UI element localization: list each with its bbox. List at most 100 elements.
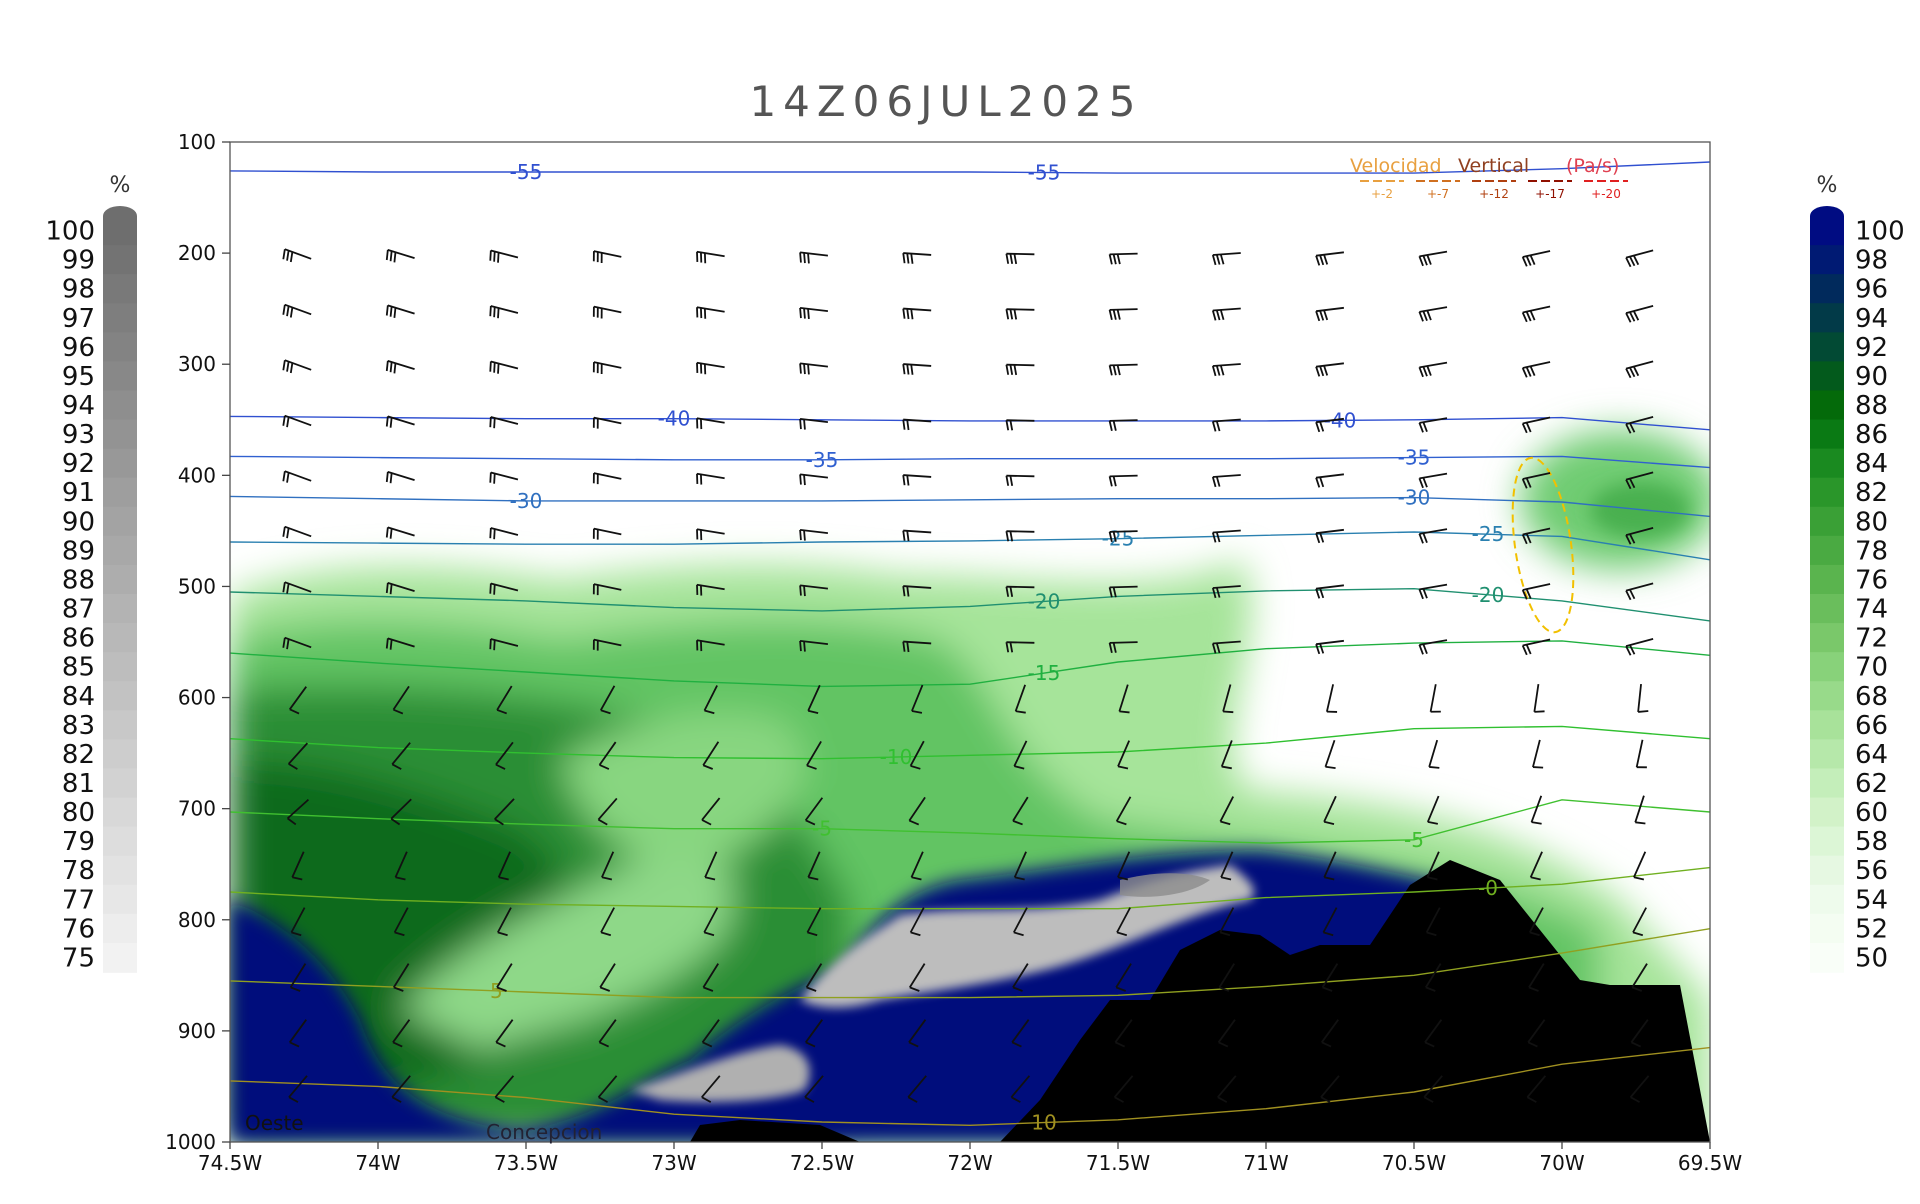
colorbar-label: 70	[1855, 653, 1888, 683]
wind-barb-feather	[1427, 876, 1438, 881]
wind-barb	[703, 907, 719, 937]
wind-barb-feather	[1211, 587, 1217, 599]
wind-barb-feather	[1630, 1096, 1640, 1103]
wind-barb-feather	[600, 308, 603, 319]
wind-barb-feather	[282, 304, 286, 315]
wind-barb-feather	[1215, 254, 1221, 265]
colorbar-swatch	[1810, 332, 1844, 363]
isotherm-label: -55	[1028, 161, 1061, 185]
wind-barb-staff	[703, 907, 719, 933]
wind-barb-feather	[1215, 531, 1221, 543]
wind-barb-feather	[389, 306, 393, 317]
wind-barb-feather	[1529, 931, 1540, 937]
wind-barb-feather	[1014, 765, 1025, 770]
colorbar-label: 98	[62, 275, 95, 305]
wind-barb-feather	[700, 474, 703, 485]
wind-barb-feather	[1530, 876, 1541, 881]
wind-barb	[908, 1019, 927, 1048]
colorbar-label: 77	[62, 885, 95, 915]
wind-barb-staff	[704, 851, 718, 878]
wind-barb	[385, 637, 415, 650]
wind-barb	[909, 963, 926, 992]
wind-barb-staff	[805, 1019, 823, 1043]
colorbar-swatch	[103, 681, 137, 712]
wind-barb-feather	[1426, 310, 1432, 321]
wind-barb-staff	[288, 1075, 308, 1098]
wind-barb	[1218, 963, 1235, 992]
wind-barb	[806, 907, 822, 937]
legend-title-2: Vertical	[1458, 155, 1529, 177]
wind-barb	[489, 471, 519, 484]
wind-barb-feather	[804, 1096, 815, 1103]
wind-barb-feather	[1632, 366, 1640, 377]
wind-barb-staff	[393, 907, 409, 933]
wind-barb-feather	[1009, 309, 1014, 320]
colorbar-swatch	[1810, 681, 1844, 712]
wind-barb-feather	[1418, 367, 1424, 378]
wind-barb	[805, 963, 823, 992]
colorbar-label: 58	[1855, 827, 1888, 857]
wind-barb-staff	[496, 963, 513, 988]
colorbar-swatch	[103, 884, 137, 915]
colorbar-label: 79	[62, 827, 95, 857]
wind-barb-feather	[1426, 365, 1432, 376]
wind-barb	[599, 963, 616, 992]
wind-barb-staff	[1220, 740, 1233, 767]
wind-barb	[1115, 963, 1132, 992]
wind-barb-feather	[1424, 1041, 1435, 1048]
y-tick-label: 600	[178, 686, 216, 710]
wind-barb-feather	[497, 363, 500, 374]
wind-barb	[1315, 528, 1345, 544]
wind-barb-feather	[805, 1041, 816, 1048]
wind-barb-feather	[596, 640, 599, 651]
cloud-blob-small	[630, 1045, 810, 1102]
wind-barb-feather	[598, 1096, 608, 1103]
colorbar-label: 92	[1855, 333, 1888, 363]
isotherm-label: -55	[510, 160, 543, 184]
wind-barb-feather	[600, 363, 603, 374]
wind-barb-feather	[592, 251, 595, 262]
wind-barb-feather	[282, 471, 286, 482]
wind-barb-staff	[598, 741, 617, 766]
wind-barb	[1211, 363, 1241, 377]
wind-barb-feather	[1625, 257, 1632, 268]
wind-barb-staff	[394, 851, 408, 878]
wind-barb-feather	[389, 250, 393, 262]
wind-barb-feather	[1319, 310, 1325, 321]
wind-barb-feather	[1323, 931, 1334, 937]
colorbar-swatch	[103, 739, 137, 770]
wind-barb	[1220, 851, 1234, 881]
wind-barb-feather	[1217, 1096, 1228, 1103]
wind-barb-feather	[1114, 1096, 1124, 1103]
wind-barb-staff	[1532, 739, 1541, 768]
wind-barb	[385, 248, 415, 263]
wind-barb-feather	[592, 528, 595, 539]
wind-barb-feather	[489, 305, 492, 317]
wind-barb-feather	[906, 364, 910, 375]
colorbar-swatch	[1810, 303, 1844, 334]
wind-barb	[592, 472, 622, 485]
wind-barb-staff	[807, 684, 821, 712]
isotherm--0	[230, 866, 1710, 910]
wind-barb	[282, 414, 312, 428]
colorbar-swatch	[103, 506, 137, 537]
wind-barb-feather	[803, 363, 806, 375]
wind-barb	[385, 526, 415, 539]
wind-barb-feather	[282, 360, 286, 371]
wind-barb-feather	[1215, 642, 1221, 654]
wind-barb-feather	[286, 361, 290, 372]
wind-barb-feather	[907, 1096, 918, 1103]
wind-barb-staff	[597, 797, 618, 821]
wind-barb-staff	[910, 851, 924, 878]
y-tick-label: 200	[178, 241, 216, 265]
wind-barb	[1108, 474, 1138, 487]
wind-barb-feather	[1425, 986, 1436, 992]
wind-barb-feather	[1325, 765, 1336, 769]
wind-barb-feather	[1005, 475, 1010, 486]
wind-barb-feather	[702, 764, 714, 770]
wind-barb	[1211, 307, 1241, 321]
wind-barb-feather	[696, 584, 699, 595]
wind-barb-staff	[291, 851, 305, 878]
wind-barb-staff	[1529, 851, 1543, 878]
isotherm-label: -25	[1472, 522, 1505, 546]
